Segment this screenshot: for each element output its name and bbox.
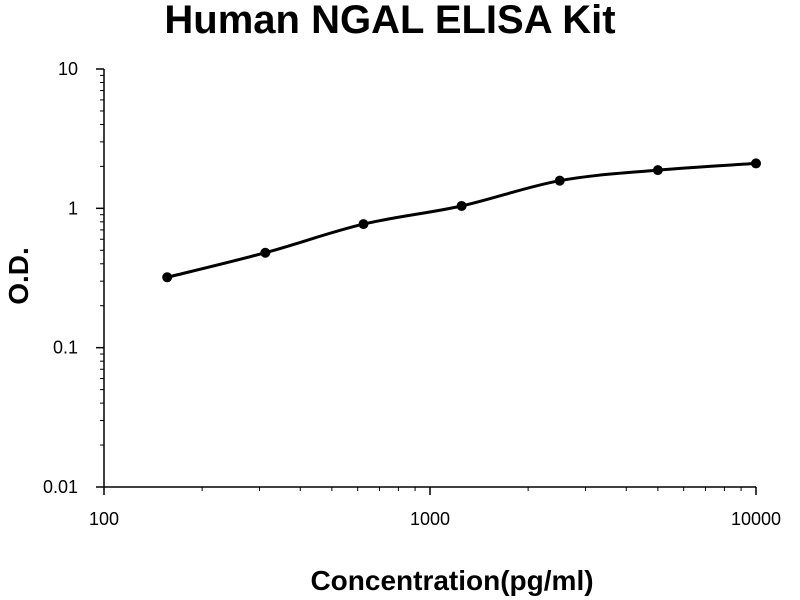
data-point	[260, 247, 271, 258]
data-point	[751, 158, 761, 169]
fitted-curve-group	[165, 161, 758, 279]
fitted-curve-line	[165, 161, 758, 279]
data-point	[162, 272, 173, 283]
y-tick-label: 1	[68, 198, 78, 218]
y-tick-label: 0.01	[43, 477, 78, 497]
y-axis-label: O.D.	[3, 247, 34, 305]
y-tick-label: 10	[58, 59, 78, 79]
data-point	[554, 175, 565, 186]
x-tick-label: 10000	[731, 509, 781, 529]
data-point	[358, 219, 369, 230]
x-tick-label: 1000	[410, 509, 450, 529]
y-tick-label: 0.1	[53, 338, 78, 358]
data-point	[456, 200, 467, 211]
x-tick-label: 100	[89, 509, 119, 529]
data-point	[652, 165, 663, 176]
ticks-group: 0.01 0.1 1 10 100 1000 10000	[43, 59, 781, 529]
data-points-group	[162, 158, 761, 283]
x-axis-label: Concentration(pg/ml)	[310, 565, 593, 596]
chart-title: Human NGAL ELISA Kit	[164, 0, 615, 42]
axes-group	[103, 69, 756, 488]
